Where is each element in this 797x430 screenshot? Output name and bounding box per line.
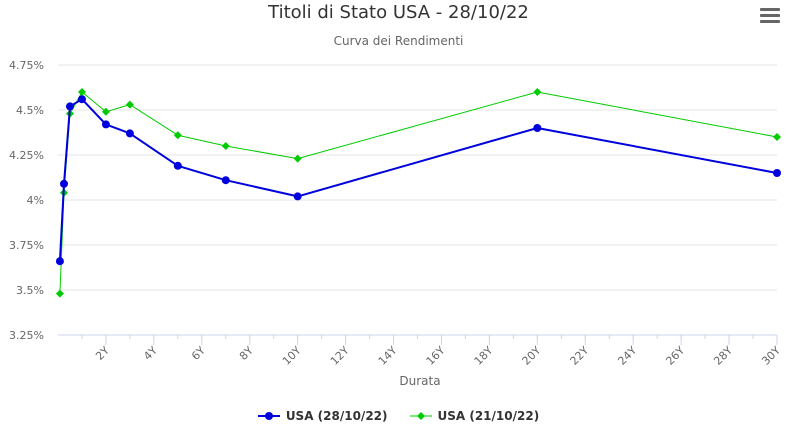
data-point-series-2 xyxy=(221,142,230,150)
x-tick-label: 6Y xyxy=(189,344,208,363)
x-tick-label: 12Y xyxy=(328,344,352,368)
data-point-series-2 xyxy=(533,88,542,96)
data-point-series-2 xyxy=(77,88,86,96)
y-tick-label: 3.75% xyxy=(9,239,44,252)
y-tick-label: 4% xyxy=(27,194,44,207)
series-layer xyxy=(55,88,781,298)
data-point-series-1 xyxy=(59,179,68,188)
data-point-series-2 xyxy=(55,289,64,298)
legend: USA (28/10/22) USA (21/10/22) xyxy=(0,409,797,423)
legend-circle-icon xyxy=(257,412,280,420)
y-tick-label: 4.5% xyxy=(16,104,44,117)
data-point-series-1 xyxy=(293,192,302,201)
chart-subtitle: Curva dei Rendimenti xyxy=(333,34,464,48)
x-axis-title: Durata xyxy=(399,374,440,388)
chart-title: Titoli di Stato USA - 28/10/22 xyxy=(268,2,529,23)
x-tick-label: 18Y xyxy=(472,344,496,368)
y-tick-label: 4.75% xyxy=(9,59,44,72)
y-tick-label: 3.25% xyxy=(9,329,44,342)
grid-lines xyxy=(58,64,777,336)
x-tick-label: 24Y xyxy=(615,344,639,368)
data-point-series-2 xyxy=(773,133,781,141)
x-tick-label: 16Y xyxy=(424,344,448,368)
x-tick-label: 30Y xyxy=(759,344,783,368)
data-point-series-1 xyxy=(173,161,182,170)
data-point-series-2 xyxy=(173,131,182,140)
x-tick-label: 28Y xyxy=(711,344,735,368)
series-line-2 xyxy=(59,91,778,294)
x-tick-label: 26Y xyxy=(663,344,687,368)
data-point-series-1 xyxy=(101,120,110,129)
data-point-series-2 xyxy=(101,107,110,116)
data-point-series-1 xyxy=(773,169,781,177)
y-tick-label: 3.5% xyxy=(16,284,44,297)
axes: 3.25% 3.5% 3.75% 4% 4.25% 4.5% 4.75% 2Y 4Y 6Y 8Y 10… xyxy=(9,59,783,368)
series-line-1 xyxy=(58,98,778,262)
x-tick-label: 8Y xyxy=(237,344,256,363)
x-tick-label: 4Y xyxy=(141,344,160,363)
legend-item-series-1[interactable]: USA (28/10/22) xyxy=(257,409,388,423)
legend-label-series-2: USA (21/10/22) xyxy=(437,409,540,423)
x-tick-label: 14Y xyxy=(376,344,400,368)
data-point-series-1 xyxy=(221,176,230,185)
hamburger-menu-icon[interactable] xyxy=(760,8,780,24)
x-tick-label: 10Y xyxy=(280,344,304,368)
data-point-series-1 xyxy=(125,129,134,138)
data-point-series-1 xyxy=(65,102,74,111)
data-point-series-1 xyxy=(55,257,64,266)
legend-item-series-2[interactable]: USA (21/10/22) xyxy=(409,409,540,423)
data-point-series-1 xyxy=(533,124,542,132)
x-tick-label: 22Y xyxy=(568,344,592,368)
legend-diamond-icon xyxy=(409,412,432,420)
x-tick-label: 20Y xyxy=(520,344,544,368)
data-point-series-1 xyxy=(77,95,86,104)
x-tick-label: 2Y xyxy=(93,344,112,363)
legend-label-series-1: USA (28/10/22) xyxy=(285,409,388,423)
data-point-series-2 xyxy=(125,100,134,109)
y-tick-label: 4.25% xyxy=(9,149,44,162)
data-point-series-2 xyxy=(293,154,302,163)
